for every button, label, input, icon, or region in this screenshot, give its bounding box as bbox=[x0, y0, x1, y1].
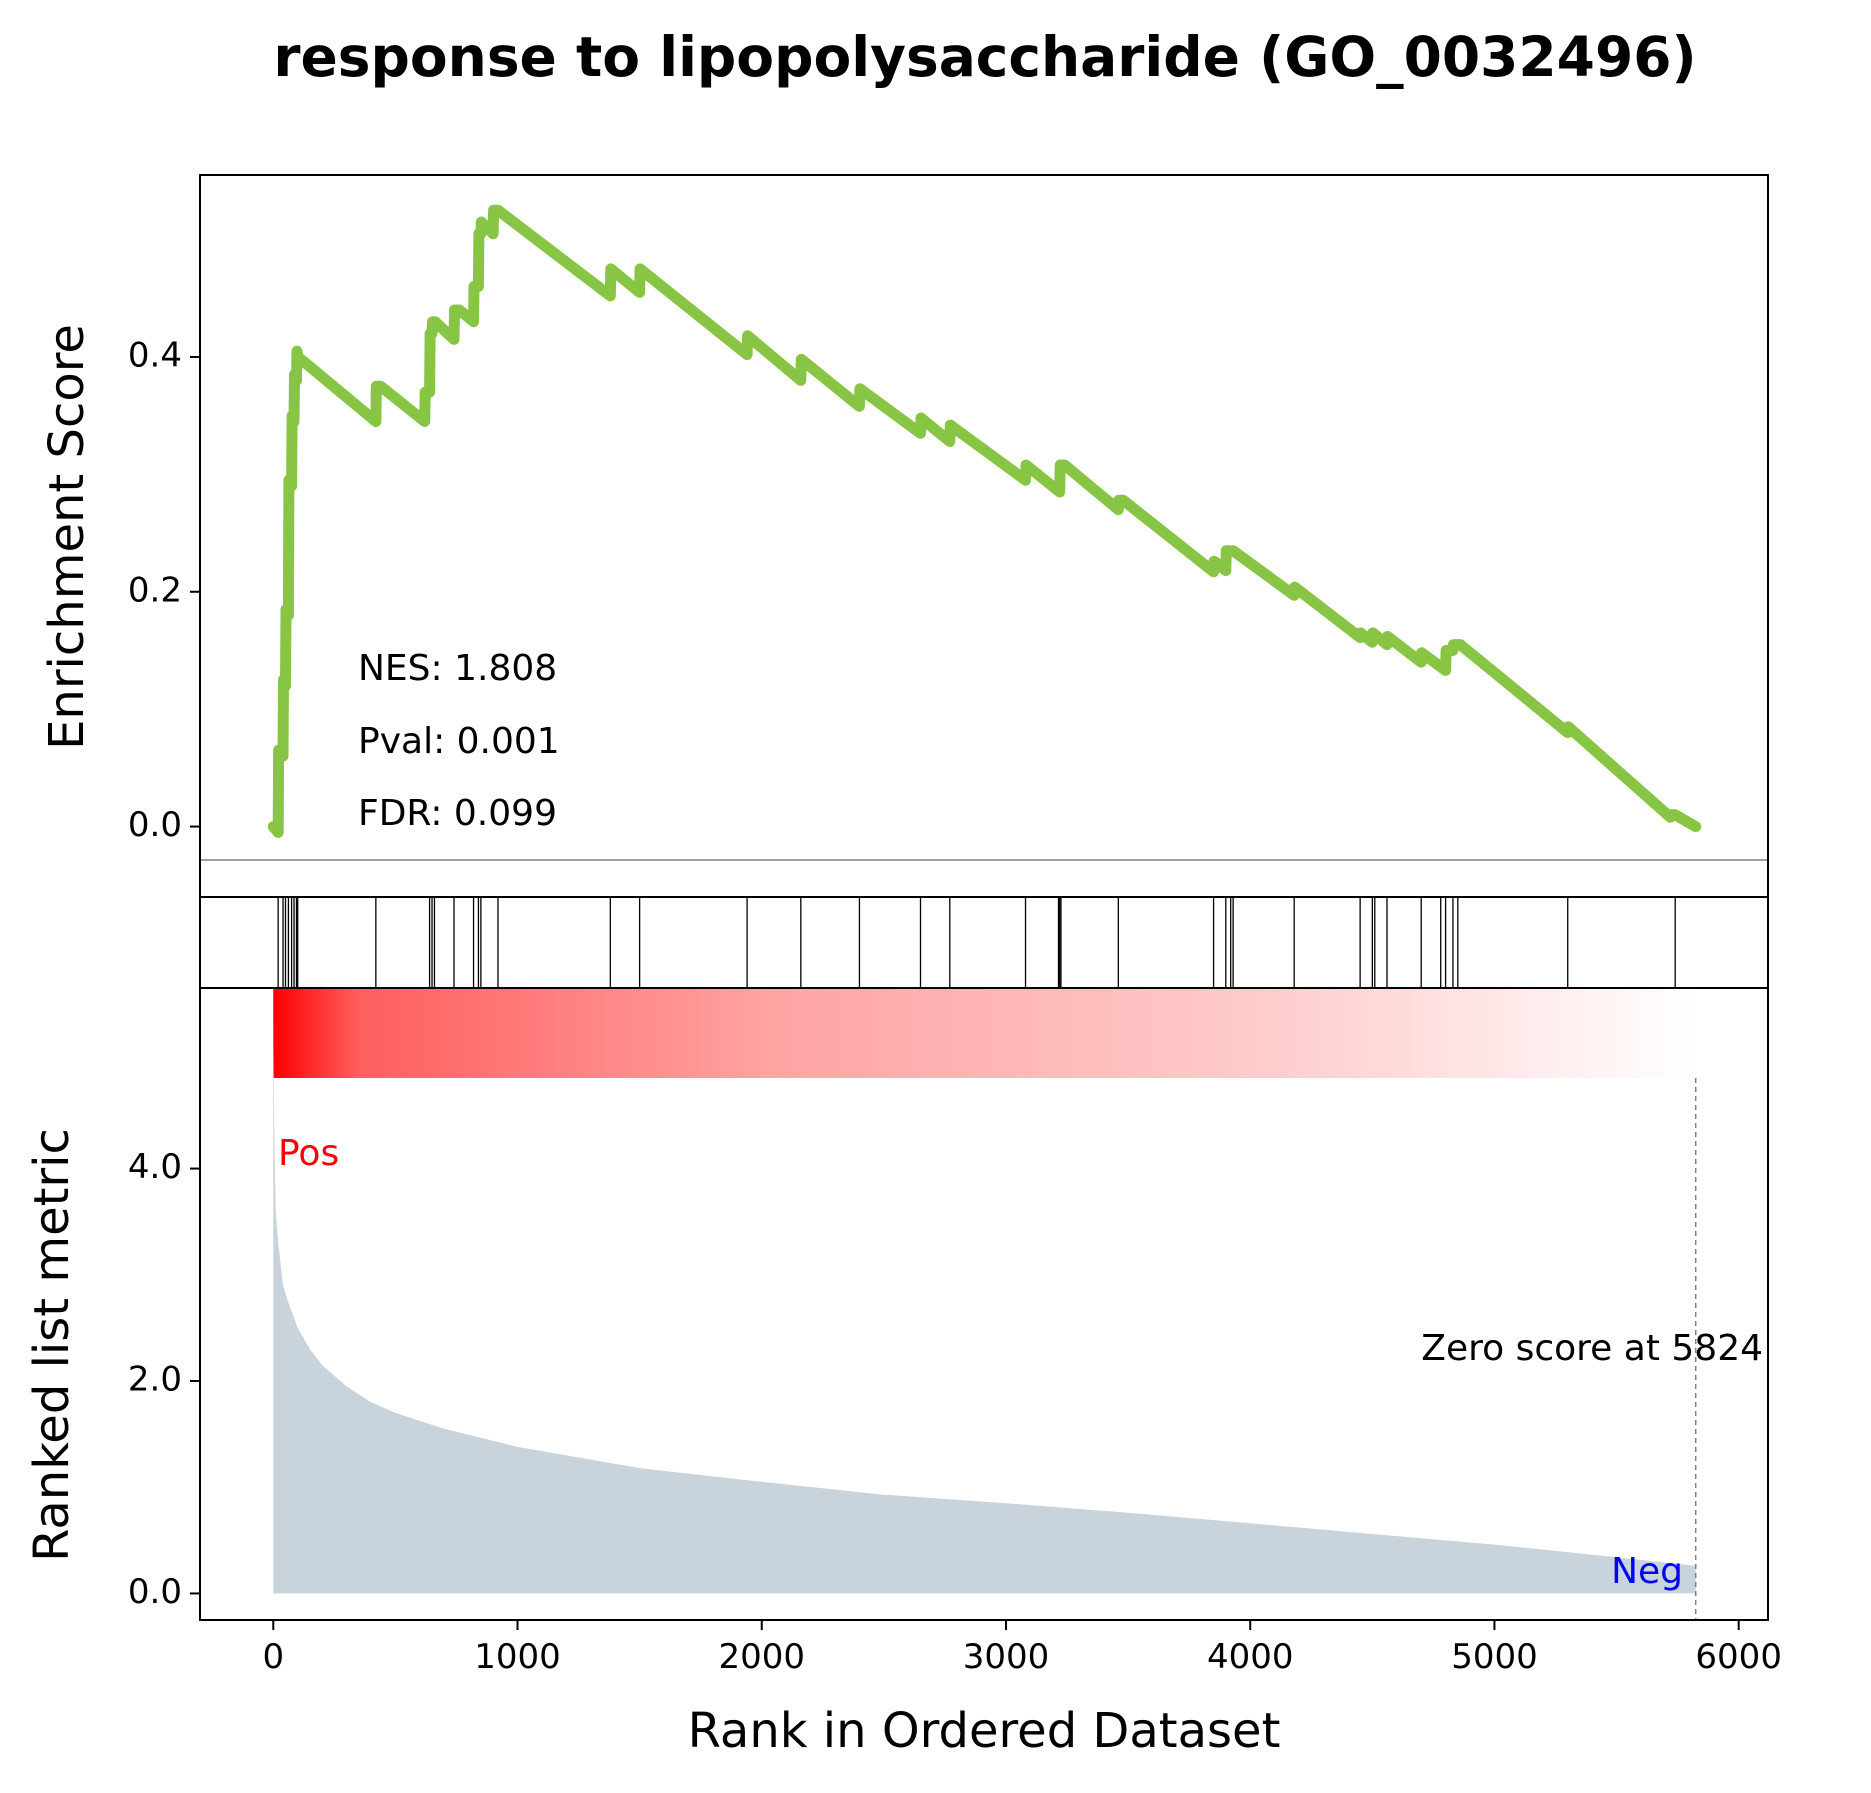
es-y-tick-label: 0.2 bbox=[128, 570, 182, 610]
rank-heatmap-strip bbox=[273, 988, 1696, 1078]
enrichment-score-line bbox=[267, 204, 1702, 838]
metric-y-ticks: 0.0 2.0 4.0 bbox=[128, 1147, 200, 1612]
x-tick-label: 1000 bbox=[474, 1637, 561, 1677]
es-y-axis-label: Enrichment Score bbox=[39, 324, 95, 750]
chart-title: response to lipopolysaccharide (GO_00324… bbox=[273, 25, 1696, 89]
es-panel-frame bbox=[199, 174, 1769, 898]
metric-panel-frame bbox=[199, 987, 1769, 1621]
es-annotation-fdr: FDR: 0.099 bbox=[358, 793, 557, 834]
x-tick-label: 0 bbox=[262, 1637, 284, 1677]
metric-y-tick-label: 2.0 bbox=[128, 1360, 182, 1400]
hit-lines bbox=[277, 897, 1676, 988]
ranked-metric-area bbox=[273, 1025, 1696, 1594]
gene-hits-panel bbox=[199, 896, 1769, 989]
x-tick-label: 2000 bbox=[718, 1637, 805, 1677]
es-y-tick-label: 0.0 bbox=[128, 805, 182, 845]
ranked-metric-panel: 0.0 2.0 4.0 Pos Neg Zero score at 5824 0 10… bbox=[128, 987, 1782, 1677]
x-tick-label: 6000 bbox=[1695, 1637, 1782, 1677]
es-annotation-pval: Pval: 0.001 bbox=[358, 721, 560, 762]
metric-y-axis-label: Ranked list metric bbox=[24, 1128, 80, 1562]
x-axis-ticks: 0 1000 2000 3000 4000 5000 6000 bbox=[262, 1620, 1782, 1677]
x-axis-label: Rank in Ordered Dataset bbox=[688, 1703, 1281, 1759]
neg-label: Neg bbox=[1611, 1551, 1683, 1592]
es-y-ticks: 0.0 0.2 0.4 bbox=[128, 335, 200, 845]
metric-y-tick-label: 0.0 bbox=[128, 1572, 182, 1612]
es-annotation-nes: NES: 1.808 bbox=[358, 648, 557, 689]
x-tick-label: 4000 bbox=[1207, 1637, 1294, 1677]
hits-panel-frame bbox=[199, 896, 1769, 989]
es-y-tick-label: 0.4 bbox=[128, 335, 182, 375]
pos-label: Pos bbox=[278, 1133, 339, 1174]
zero-score-label: Zero score at 5824 bbox=[1421, 1328, 1763, 1369]
metric-y-tick-label: 4.0 bbox=[128, 1147, 182, 1187]
x-tick-label: 5000 bbox=[1451, 1637, 1538, 1677]
enrichment-score-panel: 0.0 0.2 0.4 NES: 1.808 Pval: 0.001 FDR: 0.… bbox=[128, 174, 1769, 898]
x-tick-label: 3000 bbox=[963, 1637, 1050, 1677]
